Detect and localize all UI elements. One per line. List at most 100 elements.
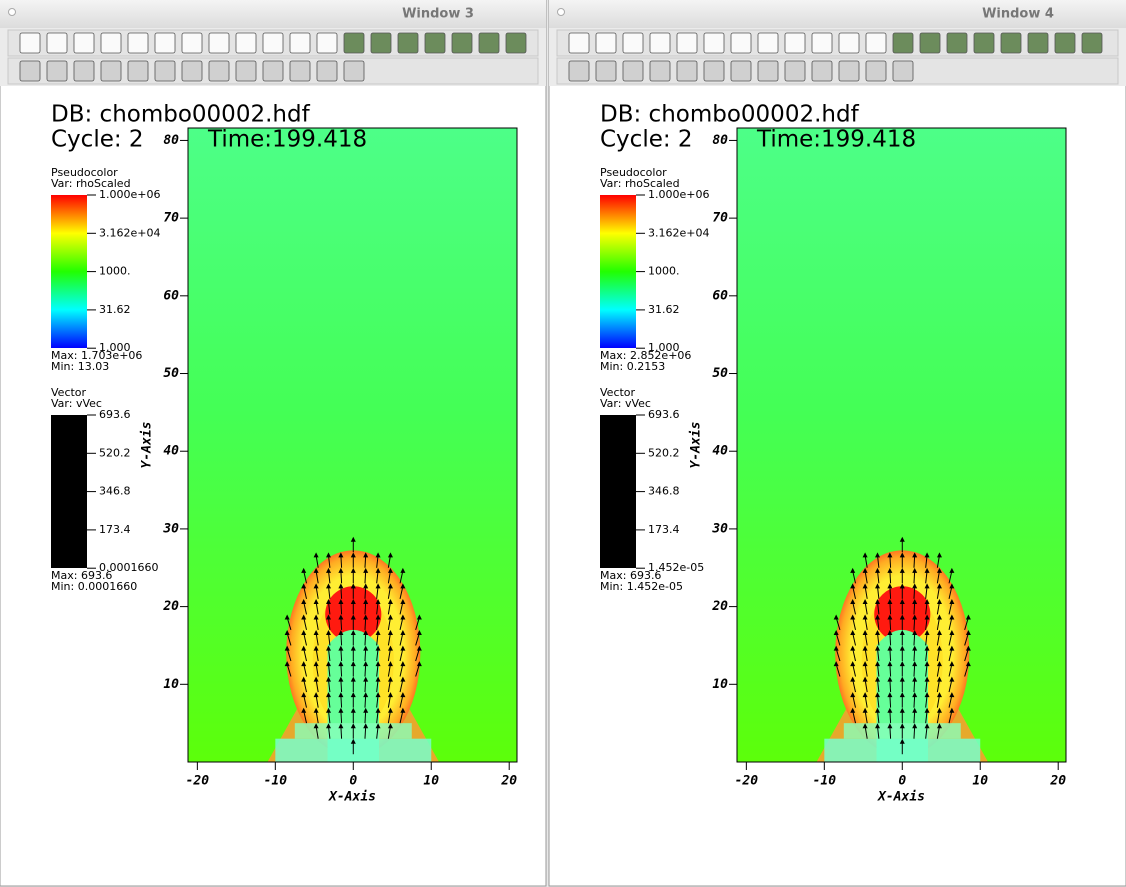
legend-label: 31.62 [99,303,131,316]
toolbar-button[interactable] [676,32,698,54]
toolbar-button[interactable] [649,60,671,82]
window-menu-button[interactable] [8,8,16,16]
velocity-arrow [913,570,916,584]
velocity-arrow [415,663,420,677]
toolbar-button[interactable] [892,32,914,54]
toolbar-button[interactable] [451,32,473,54]
toolbar-button[interactable] [622,32,644,54]
toolbar-button[interactable] [208,32,230,54]
toolbar-button[interactable] [127,60,149,82]
toolbar-button[interactable] [235,32,257,54]
velocity-arrow [948,601,953,615]
toolbar-button[interactable] [181,60,203,82]
velocity-arrow [387,664,391,677]
arrow-head [350,552,356,558]
toolbar-button[interactable] [946,32,968,54]
toolbar-button[interactable] [1054,32,1076,54]
toolbar-button[interactable] [595,60,617,82]
arrow-head [400,661,406,667]
arrow-head [363,707,369,713]
toolbar-button[interactable] [289,60,311,82]
velocity-arrow [889,726,892,739]
toolbar-button[interactable] [397,32,419,54]
toolbar-button[interactable] [316,60,338,82]
toolbar-button[interactable] [208,60,230,82]
arrow-head [899,738,905,744]
arrow-head [949,707,955,713]
toolbar-button[interactable] [100,32,122,54]
arrow-head [936,692,942,698]
toolbar-button[interactable] [46,32,68,54]
toolbar-button[interactable] [730,60,752,82]
toolbar-button[interactable] [838,60,860,82]
toolbar-button[interactable] [649,32,671,54]
toolbar-button[interactable] [973,32,995,54]
arrow-head [325,661,331,667]
toolbar-button[interactable] [919,32,941,54]
toolbar-button[interactable] [343,60,365,82]
arrow-head [387,645,393,651]
toolbar-button[interactable] [730,32,752,54]
toolbar-button[interactable] [154,32,176,54]
toolbar-button[interactable] [73,32,95,54]
toolbar-button[interactable] [892,60,914,82]
arrow-head [363,614,369,620]
arrow-head [375,552,381,558]
toolbar-button[interactable] [784,60,806,82]
toolbar-button[interactable] [703,32,725,54]
velocity-arrow [948,679,953,693]
pseudocolor-legend-title: Pseudocolor [51,166,118,179]
velocity-arrow [889,617,892,630]
toolbar-button[interactable] [316,32,338,54]
arrow-head [284,614,290,620]
legend-label: 3.162e+04 [648,226,709,239]
toolbar-button[interactable] [865,60,887,82]
toolbar-button[interactable] [1027,32,1049,54]
toolbar-button[interactable] [262,32,284,54]
window-menu-button[interactable] [557,8,565,16]
velocity-arrow [340,679,343,693]
toolbar-button[interactable] [1081,32,1103,54]
toolbar-button[interactable] [19,32,41,54]
velocity-arrow [948,710,953,724]
toolbar-button[interactable] [370,32,392,54]
toolbar-button[interactable] [595,32,617,54]
toolbar-button[interactable] [154,60,176,82]
toolbar-button[interactable] [478,32,500,54]
toolbar-button[interactable] [127,32,149,54]
toolbar-button[interactable] [181,32,203,54]
toolbar-button[interactable] [622,60,644,82]
toolbar-button[interactable] [505,32,527,54]
toolbar-button[interactable] [289,32,311,54]
toolbar-button[interactable] [73,60,95,82]
toolbar-button[interactable] [703,60,725,82]
arrow-head [363,630,369,636]
toolbar-button[interactable] [838,32,860,54]
toolbar-button[interactable] [811,32,833,54]
toolbar-button[interactable] [784,32,806,54]
toolbar-button[interactable] [568,60,590,82]
toolbar-button[interactable] [757,60,779,82]
velocity-arrow [315,617,319,631]
toolbar-button[interactable] [343,32,365,54]
toolbar-button[interactable] [424,32,446,54]
toolbar-button[interactable] [19,60,41,82]
toolbar-button[interactable] [865,32,887,54]
toolbar-button[interactable] [46,60,68,82]
legend-label: 520.2 [99,446,131,459]
toolbar-button[interactable] [811,60,833,82]
arrow-head [949,676,955,682]
legend-label: 1.000e+06 [648,188,709,201]
toolbar-button[interactable] [1000,32,1022,54]
arrow-head [912,723,918,729]
toolbar-button[interactable] [676,60,698,82]
velocity-arrow [364,617,367,630]
toolbar-button[interactable] [757,32,779,54]
toolbar-button[interactable] [235,60,257,82]
toolbar-button[interactable] [100,60,122,82]
plot-border [736,127,1067,763]
pseudocolor-color-bar [600,195,636,348]
toolbar-button[interactable] [262,60,284,82]
arrow-head [375,567,381,573]
toolbar-button[interactable] [568,32,590,54]
